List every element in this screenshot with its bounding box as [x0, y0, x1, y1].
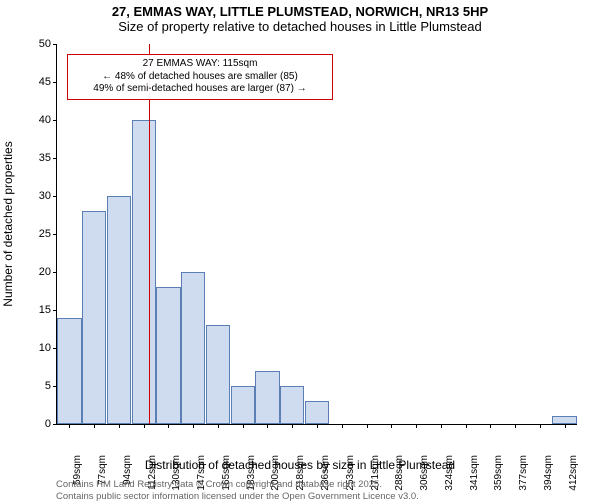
title-main: 27, EMMAS WAY, LITTLE PLUMSTEAD, NORWICH… [0, 4, 600, 19]
histogram-bar [255, 371, 279, 424]
attribution: Contains HM Land Registry data © Crown c… [56, 479, 419, 502]
xtick-label: 394sqm [543, 455, 554, 495]
xtick-mark [119, 424, 120, 428]
ytick-label: 0 [25, 418, 51, 430]
attribution-line-1: Contains HM Land Registry data © Crown c… [56, 479, 419, 490]
xtick-mark [391, 424, 392, 428]
ytick-label: 15 [25, 304, 51, 316]
xtick-mark [490, 424, 491, 428]
histogram-bar [552, 416, 576, 424]
ytick-label: 10 [25, 342, 51, 354]
xtick-label: 377sqm [518, 455, 529, 495]
ytick-label: 30 [25, 190, 51, 202]
xtick-label: 341sqm [469, 455, 480, 495]
xtick-mark [565, 424, 566, 428]
histogram-bar [280, 386, 304, 424]
xtick-mark [193, 424, 194, 428]
histogram-bar [305, 401, 329, 424]
xtick-mark [416, 424, 417, 428]
xtick-mark [144, 424, 145, 428]
attribution-line-2: Contains public sector information licen… [56, 491, 419, 502]
y-axis-label: Number of detached properties [1, 141, 15, 306]
chart-plot-area: 05101520253035404550 59sqm77sqm94sqm112s… [56, 44, 577, 425]
ytick-mark [53, 158, 57, 159]
xtick-mark [441, 424, 442, 428]
ytick-label: 5 [25, 380, 51, 392]
xtick-mark [466, 424, 467, 428]
xtick-mark [218, 424, 219, 428]
annotation-line-1: 27 EMMAS WAY: 115sqm [74, 58, 326, 71]
ytick-label: 50 [25, 38, 51, 50]
ytick-label: 35 [25, 152, 51, 164]
ytick-label: 45 [25, 76, 51, 88]
ytick-mark [53, 348, 57, 349]
marker-line [149, 44, 150, 424]
histogram-bar [57, 318, 81, 424]
title-sub: Size of property relative to detached ho… [0, 19, 600, 34]
histogram-bar [156, 287, 180, 424]
ytick-mark [53, 82, 57, 83]
xtick-mark [540, 424, 541, 428]
annotation-line-3: 49% of semi-detached houses are larger (… [74, 83, 326, 96]
xtick-mark [367, 424, 368, 428]
xtick-label: 412sqm [568, 455, 579, 495]
ytick-mark [53, 272, 57, 273]
xtick-mark [94, 424, 95, 428]
xtick-mark [317, 424, 318, 428]
ytick-mark [53, 424, 57, 425]
ytick-label: 40 [25, 114, 51, 126]
histogram-bar [206, 325, 230, 424]
x-axis-label: Distribution of detached houses by size … [145, 458, 455, 472]
ytick-label: 20 [25, 266, 51, 278]
histogram-bar [107, 196, 131, 424]
bars-container [57, 44, 577, 424]
histogram-bar [82, 211, 106, 424]
ytick-mark [53, 196, 57, 197]
ytick-mark [53, 120, 57, 121]
xtick-label: 359sqm [493, 455, 504, 495]
ytick-label: 25 [25, 228, 51, 240]
xtick-mark [243, 424, 244, 428]
xtick-mark [168, 424, 169, 428]
xtick-mark [69, 424, 70, 428]
histogram-bar [132, 120, 156, 424]
annotation-line-2: ← 48% of detached houses are smaller (85… [74, 71, 326, 84]
ytick-mark [53, 44, 57, 45]
annotation-box: 27 EMMAS WAY: 115sqm ← 48% of detached h… [67, 54, 333, 100]
ytick-mark [53, 310, 57, 311]
ytick-mark [53, 386, 57, 387]
histogram-bar [231, 386, 255, 424]
xtick-mark [267, 424, 268, 428]
xtick-mark [515, 424, 516, 428]
histogram-bar [181, 272, 205, 424]
xtick-mark [292, 424, 293, 428]
xtick-mark [342, 424, 343, 428]
ytick-mark [53, 234, 57, 235]
